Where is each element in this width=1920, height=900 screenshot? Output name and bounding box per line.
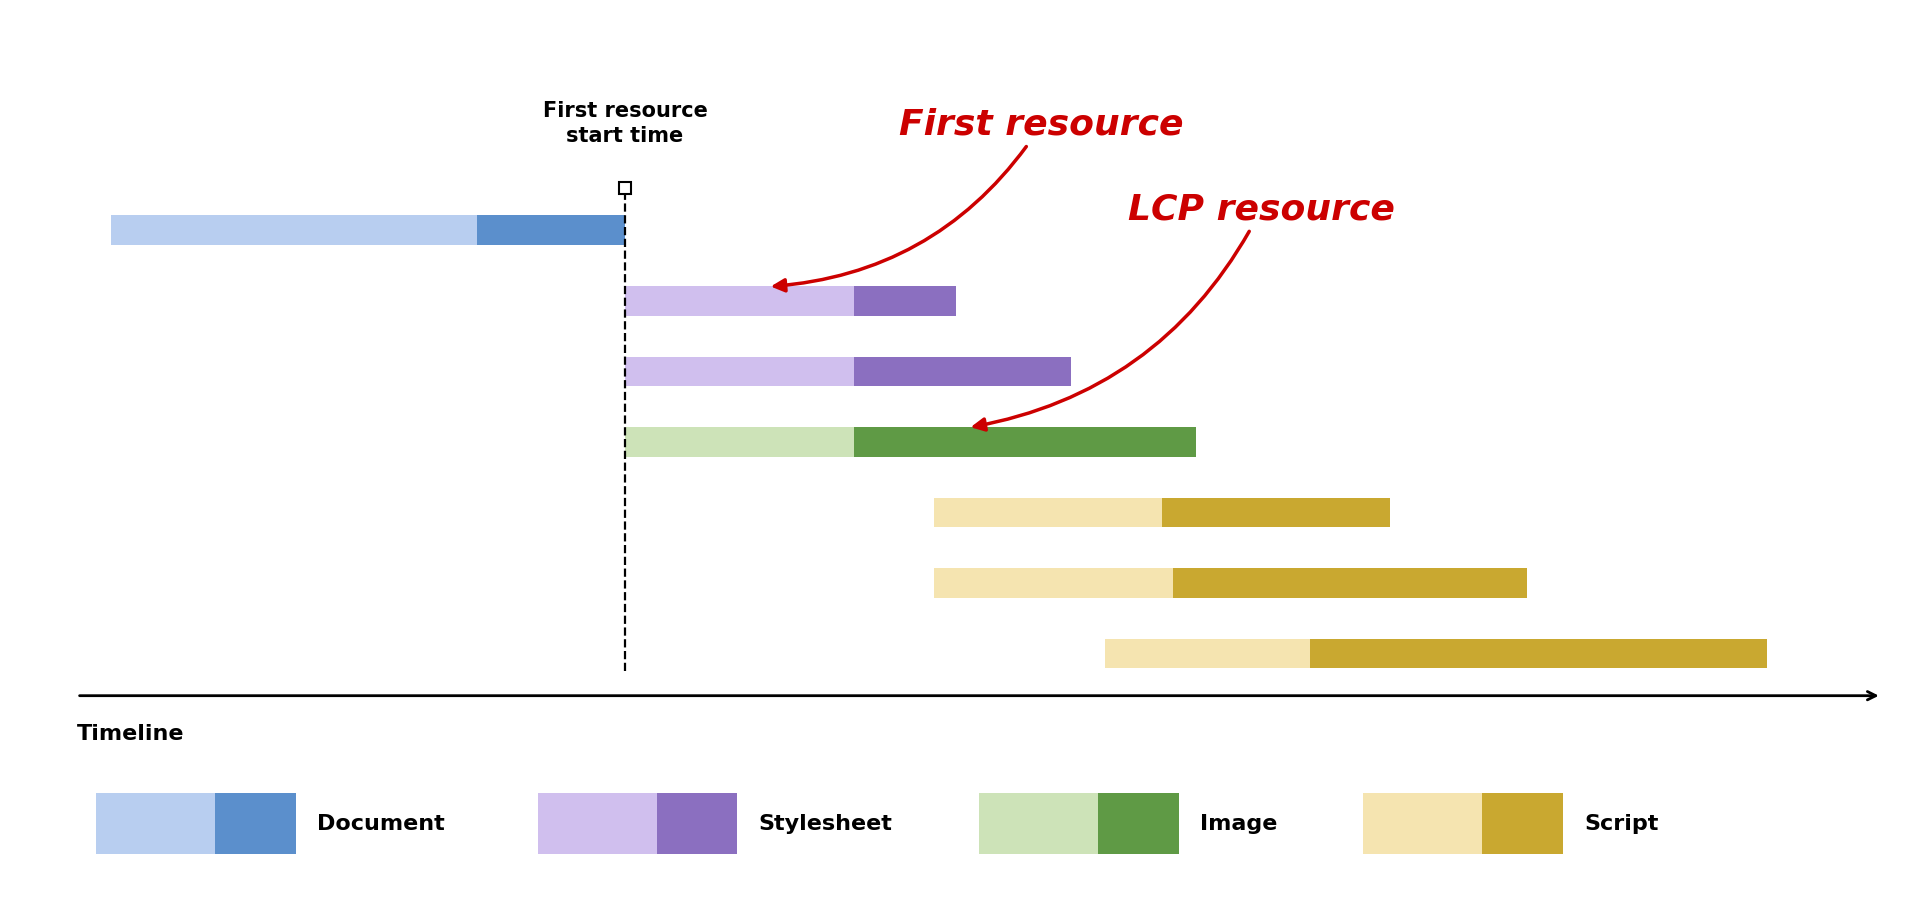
Bar [111, 215, 511, 245]
Bar [626, 286, 854, 316]
Bar [96, 793, 215, 854]
Bar [1104, 639, 1332, 668]
Bar [1098, 793, 1179, 854]
Text: Stylesheet: Stylesheet [758, 814, 893, 833]
Bar [1162, 498, 1390, 527]
Text: First resource: First resource [774, 107, 1185, 291]
Bar [538, 793, 657, 854]
Bar [657, 793, 737, 854]
Bar [626, 427, 854, 456]
Bar [854, 427, 1196, 456]
Text: LCP resource: LCP resource [973, 192, 1394, 430]
Bar [476, 215, 626, 245]
Bar [1482, 793, 1563, 854]
Bar [854, 286, 956, 316]
Bar [933, 568, 1196, 598]
Text: Image: Image [1200, 814, 1277, 833]
Text: First resource
start time: First resource start time [543, 101, 708, 146]
Text: Document: Document [317, 814, 445, 833]
Text: Timeline: Timeline [77, 724, 184, 744]
Bar [1311, 639, 1768, 668]
Bar [854, 356, 1071, 386]
Bar [1363, 793, 1482, 854]
Bar [933, 498, 1185, 527]
Text: Script: Script [1584, 814, 1659, 833]
Bar [979, 793, 1098, 854]
Bar [215, 793, 296, 854]
Bar [626, 356, 854, 386]
Bar [1173, 568, 1528, 598]
